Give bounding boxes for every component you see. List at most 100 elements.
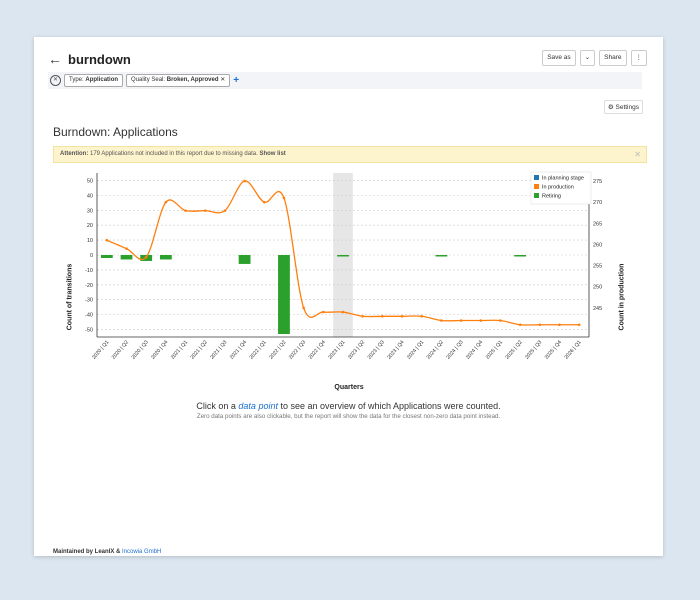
clear-filters-icon[interactable]: ✕ <box>50 75 61 86</box>
bar-retiring[interactable] <box>278 255 290 335</box>
x-tick-label: 2021 | Q1 <box>170 339 189 360</box>
x-axis-title: Quarters <box>334 384 364 391</box>
footer-text: Maintained by LeanIX & <box>53 549 123 555</box>
filter-pill-quality-seal[interactable]: Quality Seal: Broken, Approved ✕ <box>126 74 231 87</box>
x-tick-label: 2020 | Q4 <box>150 339 169 360</box>
production-data-point[interactable] <box>440 319 443 322</box>
x-tick-label: 2022 | Q1 <box>249 339 268 360</box>
header: ← burndown <box>48 51 131 67</box>
x-tick-label: 2020 | Q3 <box>131 339 150 360</box>
bar-retiring[interactable] <box>120 255 133 260</box>
y-left-tick-label: 0 <box>90 253 93 259</box>
bar-retiring[interactable] <box>159 255 172 260</box>
remove-filter-icon[interactable]: ✕ <box>220 77 226 83</box>
filter-value: Broken, Approved <box>166 77 219 83</box>
more-options-button[interactable]: ⋮ <box>630 50 647 66</box>
production-data-point[interactable] <box>381 314 384 318</box>
footer-link[interactable]: Incowia GmbH <box>122 549 162 555</box>
legend-label: In production <box>542 185 574 191</box>
show-list-link[interactable]: Show list <box>259 151 286 157</box>
x-tick-label: 2023 | Q1 <box>327 339 346 360</box>
legend-label: Retiring <box>542 194 561 200</box>
x-tick-label: 2025 | Q3 <box>524 339 543 360</box>
data-point-link[interactable]: data point <box>238 401 278 411</box>
production-data-point[interactable] <box>164 200 168 204</box>
y-right-tick-label: 245 <box>593 306 602 312</box>
x-tick-label: 2023 | Q2 <box>347 339 366 360</box>
production-data-point[interactable] <box>577 323 581 327</box>
x-tick-label: 2025 | Q1 <box>485 339 504 360</box>
header-actions: Save as ⌄ Share ⋮ <box>542 50 647 66</box>
back-arrow-icon[interactable]: ← <box>48 51 62 67</box>
production-data-point[interactable] <box>223 209 227 212</box>
bar-retiring[interactable] <box>238 255 251 264</box>
production-data-point[interactable] <box>184 209 187 212</box>
x-tick-label: 2022 | Q2 <box>268 339 287 360</box>
alert-prefix: Attention: <box>60 151 89 157</box>
bar-retiring[interactable] <box>337 255 349 257</box>
legend-swatch <box>534 184 539 189</box>
production-data-point[interactable] <box>203 209 207 212</box>
filter-bar: ✕ Type: Application Quality Seal: Broken… <box>48 72 642 89</box>
production-data-point[interactable] <box>518 323 522 327</box>
share-button[interactable]: Share <box>599 50 627 66</box>
production-data-point[interactable] <box>243 179 246 183</box>
y-right-tick-label: 270 <box>593 200 602 206</box>
add-filter-icon[interactable]: + <box>233 75 240 86</box>
gear-icon: ⚙ <box>607 104 614 111</box>
footer: Maintained by LeanIX & Incowia GmbH <box>53 549 161 555</box>
x-tick-label: 2025 | Q2 <box>504 339 523 360</box>
filter-pill-type[interactable]: Type: Application <box>64 74 124 87</box>
x-tick-label: 2024 | Q2 <box>426 339 445 360</box>
click-hint: Click on a data point to see an overview… <box>34 401 663 411</box>
production-data-point[interactable] <box>105 238 109 242</box>
y-left-tick-label: 30 <box>87 208 93 214</box>
production-data-point[interactable] <box>479 319 483 322</box>
production-data-point[interactable] <box>499 319 502 322</box>
filter-value: Application <box>85 77 119 83</box>
x-tick-label: 2023 | Q3 <box>367 339 386 360</box>
production-data-point[interactable] <box>341 310 345 314</box>
bar-retiring[interactable] <box>514 255 527 257</box>
production-data-point[interactable] <box>420 314 424 318</box>
save-as-dropdown[interactable]: ⌄ <box>579 50 596 66</box>
burndown-chart: 50 40 30 20 10 0 -10 -20 -30 -40 -50 275 270 265 260 25… <box>85 171 602 361</box>
production-data-point[interactable] <box>125 247 128 250</box>
filter-label: Quality Seal: <box>131 77 166 83</box>
production-data-point[interactable] <box>558 323 561 327</box>
y-right-tick-label: 275 <box>593 179 602 185</box>
cta-after: to see an overview of which Applications… <box>277 401 501 411</box>
report-title: Burndown: Applications <box>53 125 178 139</box>
y-right-tick-label: 255 <box>593 264 602 270</box>
production-data-point[interactable] <box>144 255 148 259</box>
x-tick-label: 2025 | Q4 <box>544 339 563 360</box>
settings-label: Settings <box>615 104 640 111</box>
production-data-point[interactable] <box>262 200 266 204</box>
production-data-point[interactable] <box>459 319 463 322</box>
report-card: ← burndown Save as ⌄ Share ⋮ ✕ Type: App… <box>34 37 663 556</box>
chevron-down-icon: ⌄ <box>584 54 591 61</box>
production-data-point[interactable] <box>302 306 305 310</box>
bar-retiring[interactable] <box>100 255 113 258</box>
production-data-point[interactable] <box>361 314 364 318</box>
production-data-point[interactable] <box>538 323 542 327</box>
filter-label: Type: <box>69 77 84 83</box>
x-tick-label: 2021 | Q3 <box>209 339 228 360</box>
x-tick-label: 2024 | Q1 <box>406 339 425 360</box>
y-left-tick-label: 10 <box>87 238 93 244</box>
x-tick-label: 2021 | Q2 <box>190 339 209 360</box>
y-left-tick-label: -10 <box>85 268 93 274</box>
close-icon[interactable]: ✕ <box>634 150 641 159</box>
legend-swatch <box>534 193 539 198</box>
save-as-label: Save as <box>547 54 571 61</box>
bar-retiring[interactable] <box>435 255 448 257</box>
legend-label: In planning stage <box>542 176 584 182</box>
save-as-button[interactable]: Save as <box>542 50 576 66</box>
x-tick-label: 2023 | Q4 <box>386 339 405 360</box>
y-right-tick-label: 260 <box>593 242 602 248</box>
production-data-point[interactable] <box>282 196 286 200</box>
production-data-point[interactable] <box>400 314 404 318</box>
x-tick-label: 2020 | Q1 <box>91 339 110 360</box>
settings-button[interactable]: ⚙ Settings <box>603 100 643 114</box>
production-data-point[interactable] <box>322 310 325 314</box>
